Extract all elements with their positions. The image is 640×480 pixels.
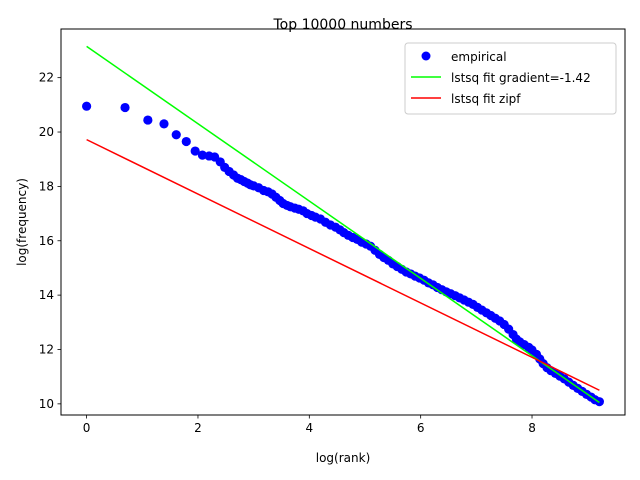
- x-tick-label-4: 8: [528, 421, 536, 435]
- plot-frame: [60, 28, 626, 416]
- legend-marker-empirical: [421, 51, 431, 61]
- y-tick-label-4: 18: [39, 179, 54, 193]
- plot-marks: [82, 45, 604, 407]
- empirical-point-1: [120, 102, 130, 113]
- y-tick-label-0: 10: [39, 397, 54, 411]
- zipf-fit-line: [86, 138, 600, 391]
- legend-box: [404, 42, 617, 115]
- legend-label-gradient-fit: lstsq fit gradient=-1.42: [451, 71, 591, 85]
- x-tick-label-2: 4: [305, 421, 313, 435]
- empirical-point-6: [190, 146, 200, 156]
- legend-label-zipf-fit: lstsq fit zipf: [451, 92, 521, 106]
- y-tick-label-3: 16: [39, 234, 54, 248]
- legend-label-empirical: empirical: [451, 50, 507, 64]
- empirical-point-5: [181, 136, 191, 147]
- y-tick-label-5: 20: [39, 125, 54, 139]
- empirical-point-4: [171, 130, 181, 140]
- x-tick-label-1: 2: [194, 421, 202, 435]
- empirical-point-0: [82, 101, 92, 111]
- y-axis: 10 12 14 16 18 20 22: [39, 71, 61, 411]
- empirical-point-3: [159, 119, 169, 129]
- y-tick-label-1: 12: [39, 342, 54, 356]
- x-axis: 0 2 4 6 8: [83, 415, 536, 435]
- gradient-fit-line: [86, 45, 600, 404]
- y-tick-label-6: 22: [39, 71, 54, 85]
- y-tick-label-2: 14: [39, 288, 54, 302]
- empirical-point-2: [143, 115, 153, 125]
- x-tick-label-3: 6: [417, 421, 425, 435]
- empirical-point-7: [197, 150, 208, 160]
- x-tick-label-0: 0: [83, 421, 91, 435]
- chart-title: Top 10000 numbers: [273, 17, 413, 33]
- legend: empirical lstsq fit gradient=-1.42 lstsq…: [404, 42, 617, 115]
- y-axis-label: log(frequency): [15, 178, 29, 266]
- x-axis-label: log(rank): [316, 451, 371, 465]
